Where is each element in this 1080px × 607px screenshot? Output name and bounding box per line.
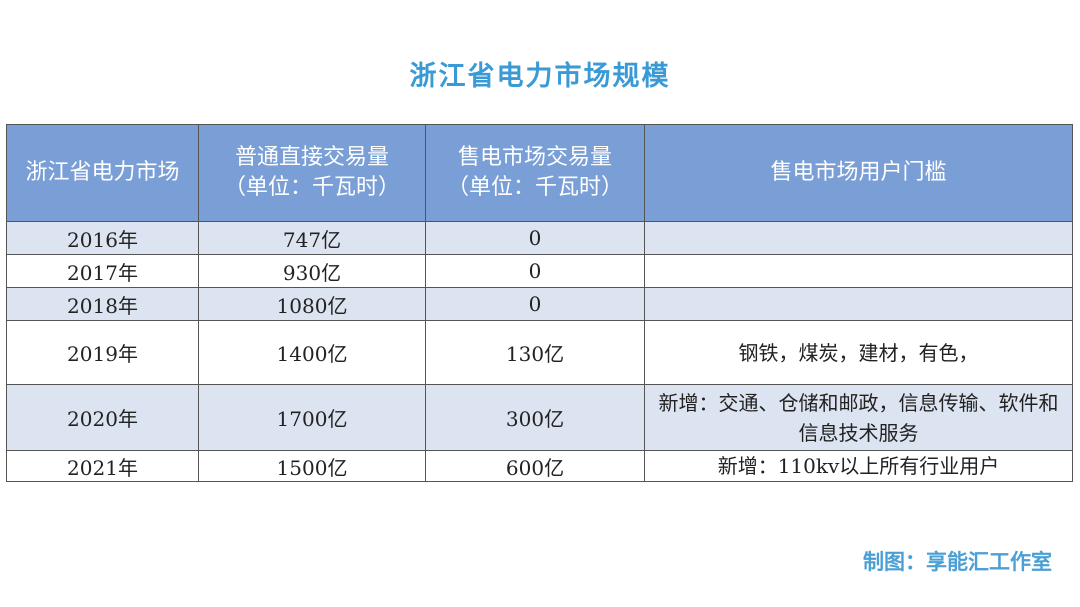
cell-year: 2018年: [6, 287, 199, 321]
cell-year: 2016年: [6, 221, 199, 255]
cell-threshold: 新增：交通、仓储和邮政，信息传输、软件和信息技术服务: [644, 384, 1073, 451]
header-text: 售电市场交易量: [457, 145, 612, 170]
cell-direct-volume: 930亿: [198, 254, 426, 288]
table-header: 浙江省电力市场 普通直接交易量 （单位：千瓦时） 售电市场交易量 （单位：千瓦时） …: [6, 124, 1073, 222]
header-text: 普通直接交易量: [234, 145, 389, 170]
header-text: 售电市场用户门槛: [770, 160, 947, 185]
cell-retail-volume: 0: [425, 254, 645, 288]
table-row: 2019年 1400亿 130亿 钢铁，煤炭，建材，有色，: [6, 320, 1073, 385]
page-title: 浙江省电力市场规模: [409, 61, 671, 92]
table-row: 2017年 930亿 0: [6, 254, 1073, 288]
cell-retail-volume: 600亿: [425, 450, 645, 482]
cell-threshold: [644, 254, 1073, 288]
header-retail-volume: 售电市场交易量 （单位：千瓦时）: [425, 124, 645, 222]
table-row: 2020年 1700亿 300亿 新增：交通、仓储和邮政，信息传输、软件和信息技术服务: [6, 384, 1073, 451]
cell-year: 2021年: [6, 450, 199, 482]
cell-threshold: 钢铁，煤炭，建材，有色，: [644, 320, 1073, 385]
cell-year: 2017年: [6, 254, 199, 288]
cell-threshold: [644, 221, 1073, 255]
data-table: 浙江省电力市场 普通直接交易量 （单位：千瓦时） 售电市场交易量 （单位：千瓦时） …: [6, 124, 1073, 482]
header-unit: （单位：千瓦时）: [223, 175, 400, 200]
table-row: 2016年 747亿 0: [6, 221, 1073, 255]
header-text: 浙江省电力市场: [25, 160, 180, 185]
cell-year: 2020年: [6, 384, 199, 451]
cell-retail-volume: 300亿: [425, 384, 645, 451]
header-market: 浙江省电力市场: [6, 124, 199, 222]
cell-retail-volume: 0: [425, 221, 645, 255]
header-direct-volume: 普通直接交易量 （单位：千瓦时）: [198, 124, 426, 222]
cell-direct-volume: 747亿: [198, 221, 426, 255]
cell-direct-volume: 1400亿: [198, 320, 426, 385]
cell-threshold: 新增：110kv以上所有行业用户: [644, 450, 1073, 482]
cell-year: 2019年: [6, 320, 199, 385]
credit: 制图：享能汇工作室: [863, 550, 1052, 574]
header-threshold: 售电市场用户门槛: [644, 124, 1073, 222]
table-row: 2018年 1080亿 0: [6, 287, 1073, 321]
table-row: 2021年 1500亿 600亿 新增：110kv以上所有行业用户: [6, 450, 1073, 482]
cell-retail-volume: 0: [425, 287, 645, 321]
cell-direct-volume: 1700亿: [198, 384, 426, 451]
cell-direct-volume: 1500亿: [198, 450, 426, 482]
cell-direct-volume: 1080亿: [198, 287, 426, 321]
cell-threshold: [644, 287, 1073, 321]
cell-retail-volume: 130亿: [425, 320, 645, 385]
header-unit: （单位：千瓦时）: [446, 175, 623, 200]
